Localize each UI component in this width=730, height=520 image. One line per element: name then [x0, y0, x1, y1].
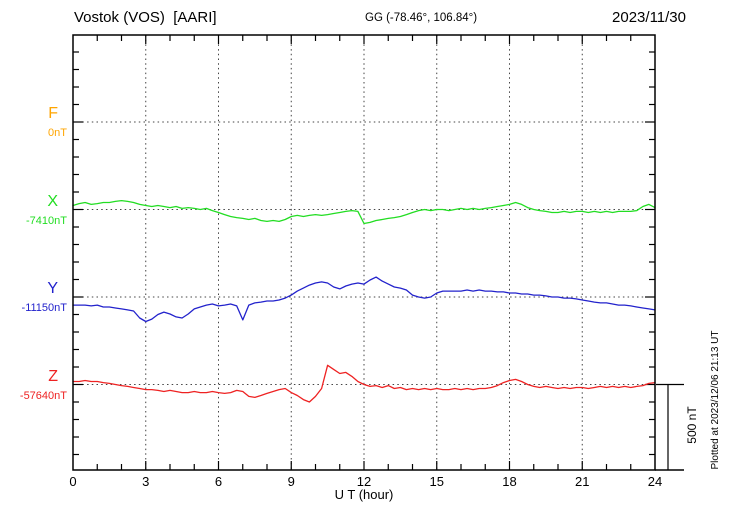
- x-tick-label: 21: [575, 474, 590, 489]
- station-title: Vostok (VOS) [AARI]: [74, 9, 217, 26]
- component-base-value-x: -7410nT: [26, 215, 67, 227]
- scale-bar-label: 500 nT: [685, 406, 699, 444]
- curve-z: [72, 364, 656, 403]
- component-label-x: X: [47, 193, 58, 210]
- x-tick-label: 24: [647, 474, 663, 489]
- coordinates-label: GG (-78.46°, 106.84°): [365, 12, 478, 24]
- date-label: 2023/11/30: [612, 9, 686, 26]
- x-tick-label: 0: [69, 474, 77, 489]
- component-label-y: Y: [47, 280, 58, 297]
- curve-y: [72, 276, 656, 323]
- x-tick-label: 12: [356, 474, 372, 489]
- curve-x: [72, 199, 656, 225]
- component-base-value-z: -57640nT: [19, 390, 67, 402]
- component-base-value-f: 0nT: [48, 127, 67, 139]
- x-axis-title: U T (hour): [334, 487, 394, 502]
- plotted-at-note: Plotted at 2023/12/06 21:13 UT: [710, 330, 721, 470]
- component-label-z: Z: [48, 368, 58, 385]
- x-tick-label: 18: [502, 474, 517, 489]
- component-base-value-y: -11150nT: [21, 302, 67, 314]
- plot-frame: [72, 34, 656, 471]
- x-tick-label: 6: [214, 474, 223, 489]
- x-tick-label: 15: [429, 474, 444, 489]
- x-tick-label: 9: [287, 474, 295, 489]
- x-tick-label: 3: [142, 474, 150, 489]
- component-label-f: F: [48, 105, 58, 122]
